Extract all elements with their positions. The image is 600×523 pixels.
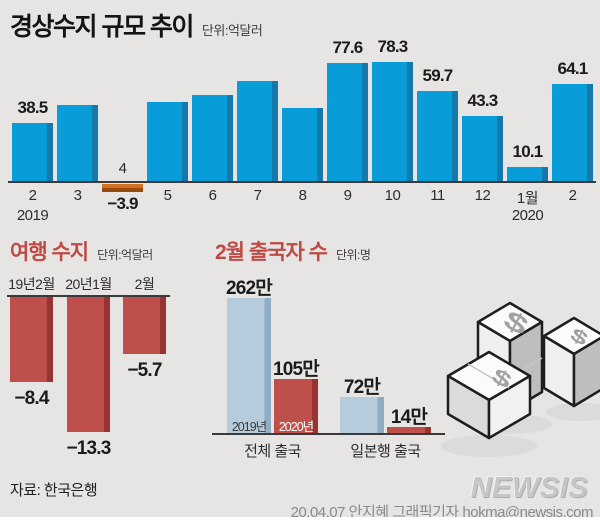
travel-value-label: −8.4 (14, 388, 49, 409)
bar-value-label: 43.3 (467, 91, 499, 110)
month-label: 4 (118, 160, 127, 177)
money-shadow (546, 403, 600, 421)
year-label: 2019 (16, 207, 49, 224)
departure-chart-header: 2월 출국자 수 단위:명 (215, 236, 371, 266)
travel-chart-title: 여행 수지 (10, 241, 89, 264)
departure-value-label: 262만 (226, 278, 273, 299)
main-chart-title: 경상수지 규모 추이 (10, 13, 194, 41)
source-label: 자료: 한국은행 (10, 482, 98, 499)
main-chart-unit: 단위:억달러 (201, 23, 263, 38)
travel-category-label: 19년2월 (8, 276, 55, 292)
series-year-label: 2020년 (278, 420, 314, 434)
departure-bar (340, 397, 384, 434)
departure-value-label: 14만 (390, 407, 428, 428)
credit-line: 20.04.07 안지혜 그래픽기자 hokma@newsis.com (290, 504, 594, 521)
departure-category-label: 전체 출국 (244, 443, 301, 460)
travel-value-label: −5.7 (127, 360, 162, 381)
month-label: 3 (73, 187, 82, 204)
travel-chart-unit: 단위:억달러 (97, 248, 153, 262)
current-account-bar (282, 108, 323, 182)
travel-balance-bar (123, 296, 166, 354)
departure-bar (387, 427, 431, 434)
travel-chart-header: 여행 수지 단위:억달러 (10, 236, 153, 266)
departure-bar (274, 379, 318, 434)
departure-chart-title: 2월 출국자 수 (215, 241, 328, 264)
bar-value-label: 64.1 (557, 59, 589, 78)
month-label: 7 (253, 187, 262, 204)
bar-value-label: 59.7 (422, 66, 454, 85)
month-label: 12 (474, 187, 491, 204)
year-label: 2020 (511, 207, 544, 224)
current-account-bar (192, 95, 233, 182)
departure-category-label: 일본행 출국 (350, 443, 421, 460)
departure-chart-unit: 단위:명 (335, 248, 371, 262)
bar-value-label: 10.1 (512, 142, 544, 161)
current-account-bar (372, 62, 413, 182)
money-stacks-illustration: $ $ $ (441, 301, 600, 457)
current-account-bar (462, 116, 503, 182)
bar-value-label: 77.6 (332, 38, 364, 57)
current-account-bar (507, 167, 548, 182)
departure-chart-axis (212, 433, 445, 435)
month-label: 9 (343, 187, 352, 204)
money-shadow (441, 435, 537, 457)
bar-value-label: −3.9 (107, 194, 138, 213)
month-label: 1월 (516, 190, 539, 207)
newsis-logo: NEWSIS (470, 472, 588, 504)
current-account-bar-negative (102, 184, 143, 192)
departure-value-label: 105만 (273, 359, 320, 380)
current-account-bar (327, 63, 368, 182)
travel-category-label: 20년1월 (65, 276, 112, 292)
bundle-band-line (467, 363, 510, 389)
month-label: 8 (298, 187, 307, 204)
current-account-bar (237, 81, 278, 182)
month-label: 10 (384, 187, 401, 204)
current-account-bar (12, 123, 53, 182)
bar-value-label: 78.3 (377, 37, 409, 56)
current-account-bar (417, 91, 458, 182)
travel-value-label: −13.3 (66, 438, 111, 459)
month-label: 2 (28, 187, 37, 204)
travel-category-label: 2월 (134, 276, 155, 292)
current-account-bar (147, 102, 188, 182)
series-year-label: 2019년 (231, 420, 267, 434)
money-bundle-right (542, 316, 600, 408)
current-account-bar (552, 84, 593, 182)
bar-value-label: 38.5 (17, 98, 49, 117)
travel-chart-axis (7, 295, 170, 297)
main-chart-header: 경상수지 규모 추이 단위:억달러 (10, 7, 263, 43)
month-label: 5 (163, 187, 172, 204)
bottom-margin (0, 517, 600, 523)
departure-value-label: 72만 (343, 377, 381, 398)
month-label: 2 (568, 187, 577, 204)
departure-bar (227, 298, 271, 434)
current-account-bar (57, 105, 98, 182)
main-chart-axis (8, 181, 596, 183)
month-label: 11 (430, 187, 445, 204)
travel-balance-bar (67, 296, 110, 432)
travel-balance-bar (10, 296, 53, 382)
month-label: 6 (208, 187, 217, 204)
